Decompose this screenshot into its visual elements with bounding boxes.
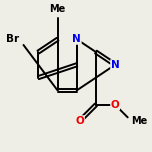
Text: Me: Me [49, 4, 66, 14]
Text: N: N [111, 60, 119, 70]
Text: Me: Me [131, 116, 147, 126]
Text: O: O [76, 116, 84, 126]
Text: N: N [72, 34, 81, 44]
Text: Br: Br [6, 34, 19, 44]
Text: O: O [111, 100, 119, 110]
